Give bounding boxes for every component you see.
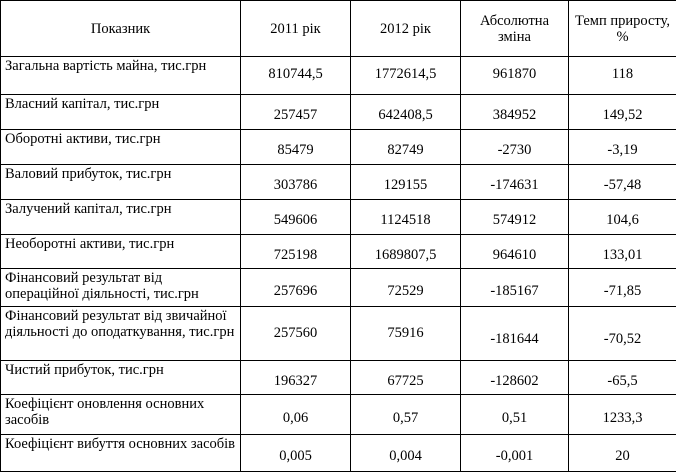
value-2011: 257457 [240, 94, 351, 130]
row-label: Залучений капітал, тис.грн [0, 199, 241, 235]
header-2011: 2011 рік [240, 0, 351, 57]
row-label: Валовий прибуток, тис.грн [0, 164, 241, 200]
value-growth-rate: -70,52 [568, 306, 676, 361]
value-2012: 75916 [350, 306, 461, 361]
value-absolute-change: -0,001 [460, 434, 569, 472]
value-2012: 1124518 [350, 199, 461, 235]
value-2012: 1689807,5 [350, 234, 461, 269]
value-2012: 0,004 [350, 434, 461, 472]
value-2011: 549606 [240, 199, 351, 235]
value-absolute-change: 384952 [460, 94, 569, 130]
value-2012: 72529 [350, 268, 461, 307]
table-header-row: Показник 2011 рік 2012 рік Абсолютна змі… [0, 0, 676, 57]
value-2011: 85479 [240, 129, 351, 165]
header-2012: 2012 рік [350, 0, 461, 57]
value-absolute-change: -185167 [460, 268, 569, 307]
row-label: Оборотні активи, тис.грн [0, 129, 241, 165]
value-2011: 0,005 [240, 434, 351, 472]
value-growth-rate: -57,48 [568, 164, 676, 200]
value-growth-rate: -3,19 [568, 129, 676, 165]
table-row: Необоротні активи, тис.грн 725198 168980… [0, 234, 676, 269]
value-absolute-change: -128602 [460, 360, 569, 395]
table-row: Чистий прибуток, тис.грн 196327 67725 -1… [0, 360, 676, 395]
table-row: Загальна вартість майна, тис.грн 810744,… [0, 56, 676, 95]
value-2012: 67725 [350, 360, 461, 395]
value-2011: 257560 [240, 306, 351, 361]
value-2012: 129155 [350, 164, 461, 200]
value-2011: 810744,5 [240, 56, 351, 95]
value-2011: 257696 [240, 268, 351, 307]
value-2011: 303786 [240, 164, 351, 200]
table-row: Коефіцієнт оновлення основних засобів 0,… [0, 394, 676, 435]
value-absolute-change: -181644 [460, 306, 569, 361]
table-row: Фінансовий результат від звичайної діяль… [0, 306, 676, 361]
value-growth-rate: 20 [568, 434, 676, 472]
table-row: Валовий прибуток, тис.грн 303786 129155 … [0, 164, 676, 200]
value-2011: 196327 [240, 360, 351, 395]
value-2012: 1772614,5 [350, 56, 461, 95]
table-row: Оборотні активи, тис.грн 85479 82749 -27… [0, 129, 676, 165]
value-absolute-change: 961870 [460, 56, 569, 95]
value-2011: 725198 [240, 234, 351, 269]
table-row: Фінансовий результат від операційної дія… [0, 268, 676, 307]
value-growth-rate: 104,6 [568, 199, 676, 235]
row-label: Коефіцієнт оновлення основних засобів [0, 394, 241, 435]
header-indicator: Показник [0, 0, 241, 57]
value-growth-rate: -65,5 [568, 360, 676, 395]
row-label: Загальна вартість майна, тис.грн [0, 56, 241, 95]
value-absolute-change: -2730 [460, 129, 569, 165]
table-row: Власний капітал, тис.грн 257457 642408,5… [0, 94, 676, 130]
table-row: Залучений капітал, тис.грн 549606 112451… [0, 199, 676, 235]
value-growth-rate: 133,01 [568, 234, 676, 269]
row-label: Чистий прибуток, тис.грн [0, 360, 241, 395]
value-2011: 0,06 [240, 394, 351, 435]
value-growth-rate: 1233,3 [568, 394, 676, 435]
row-label: Необоротні активи, тис.грн [0, 234, 241, 269]
value-growth-rate: 118 [568, 56, 676, 95]
value-absolute-change: 964610 [460, 234, 569, 269]
value-growth-rate: 149,52 [568, 94, 676, 130]
row-label: Фінансовий результат від звичайної діяль… [0, 306, 241, 361]
value-2012: 82749 [350, 129, 461, 165]
value-growth-rate: -71,85 [568, 268, 676, 307]
value-absolute-change: -174631 [460, 164, 569, 200]
row-label: Фінансовий результат від операційної дія… [0, 268, 241, 307]
value-absolute-change: 574912 [460, 199, 569, 235]
value-2012: 0,57 [350, 394, 461, 435]
value-absolute-change: 0,51 [460, 394, 569, 435]
row-label: Коефіцієнт вибуття основних засобів [0, 434, 241, 472]
header-growth-rate: Темп приросту, % [568, 0, 676, 57]
value-2012: 642408,5 [350, 94, 461, 130]
table-row: Коефіцієнт вибуття основних засобів 0,00… [0, 434, 676, 472]
row-label: Власний капітал, тис.грн [0, 94, 241, 130]
header-absolute-change: Абсолютна зміна [460, 0, 569, 57]
